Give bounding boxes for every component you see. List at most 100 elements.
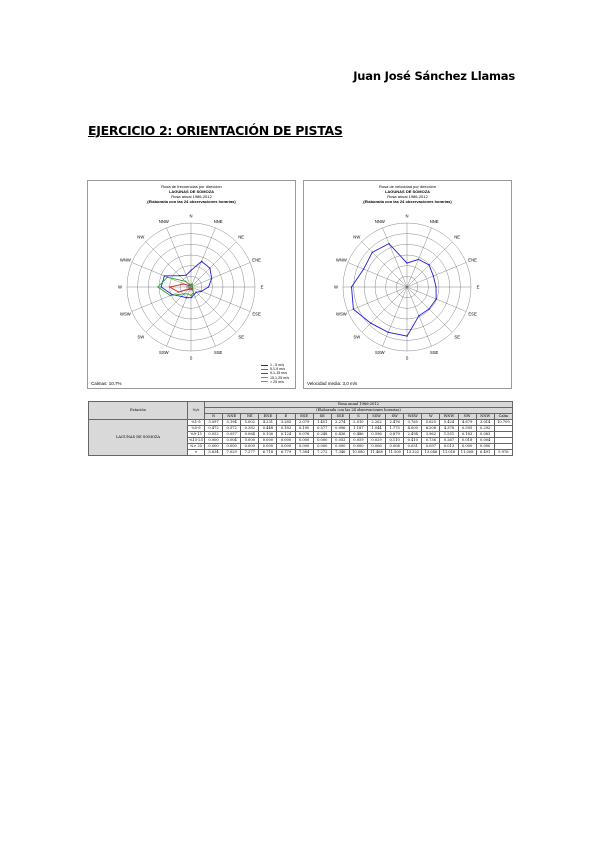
station-name: LAGUNAS DE SOMOZA	[88, 419, 188, 456]
grid-spoke	[406, 286, 453, 333]
grid-spoke	[190, 286, 251, 312]
direction-label: NNE	[214, 219, 223, 224]
direction-label: WSW	[336, 312, 347, 317]
grid-spoke	[382, 286, 408, 347]
data-point	[190, 294, 192, 297]
station-header: Estación	[88, 401, 188, 420]
data-point	[188, 287, 190, 289]
legend-item: 1 - 5 m/s	[261, 363, 289, 367]
data-point	[177, 291, 180, 293]
grid-spoke	[166, 227, 192, 288]
data-point	[200, 260, 203, 263]
direction-label: S	[190, 356, 193, 361]
data-point	[189, 288, 191, 290]
data-point	[388, 242, 390, 245]
grid-spoke	[190, 262, 251, 288]
data-point	[166, 276, 169, 278]
table-cell: 10.080	[348, 449, 368, 456]
chart1-legend: 1 - 5 m/s 5,1-9 m/s 9,1-15 m/s 15,1-25 m…	[261, 363, 289, 384]
grid-spoke	[145, 241, 192, 288]
direction-label: NE	[238, 234, 244, 239]
data-point	[428, 308, 430, 310]
chart2-title-line-2: LAGUNAS DE SOMOZA	[384, 189, 431, 194]
table-cell: 7.277	[240, 449, 260, 456]
speed-rose-chart: N NNE NE ENE E ESE SE SSE S SSW SW WSW W WNW NW NNW	[334, 214, 480, 361]
grid-spoke	[145, 286, 192, 333]
table-cell: 11.008	[457, 449, 477, 456]
direction-label: NNW	[159, 219, 169, 224]
table-cell: 5.634	[203, 449, 224, 456]
data-point	[184, 280, 187, 283]
data-point	[185, 274, 187, 276]
data-point	[432, 275, 435, 277]
data-point	[193, 293, 195, 296]
direction-label: SSW	[159, 350, 169, 355]
series-line	[351, 243, 437, 337]
data-point	[435, 298, 437, 300]
data-point	[188, 288, 190, 290]
data-point	[195, 291, 197, 293]
grid-spoke	[131, 262, 192, 288]
chart1-footer: Calmas: 10.7%	[91, 381, 122, 386]
author-name: Juan José Sánchez Llamas	[353, 69, 515, 83]
direction-label: SW	[137, 335, 144, 340]
table-cell: 7.029	[222, 449, 242, 456]
data-point	[418, 315, 420, 317]
direction-label: W	[118, 285, 122, 290]
table-cell: 6.718	[258, 449, 278, 456]
data-point	[169, 294, 172, 297]
direction-label: ENE	[252, 257, 261, 262]
legend-item: > 25 m/s	[261, 380, 289, 384]
legend-label: 1 - 5 m/s	[270, 362, 284, 367]
data-point	[190, 286, 192, 288]
legend-label: 15,1-25 m/s	[270, 375, 289, 380]
direction-label: SE	[454, 335, 460, 340]
direction-label: S	[406, 356, 409, 361]
grid-spoke	[382, 227, 408, 288]
data-point	[160, 286, 162, 288]
grid-spoke	[190, 227, 216, 288]
data-point	[350, 286, 353, 288]
grid-spoke	[361, 286, 408, 333]
direction-label: NE	[454, 234, 460, 239]
chart1-title-line-3: Rosa anual 1986-2012	[171, 194, 212, 199]
direction-label: W	[334, 285, 338, 290]
table-cell: 11.500	[385, 449, 405, 456]
data-point	[186, 286, 188, 288]
data-point	[435, 286, 437, 288]
legend-label: 5,1-9 m/s	[270, 367, 285, 372]
direction-label: N	[189, 214, 192, 219]
chart1-title-line-1: Rosa de frecuencias por dirección	[161, 184, 222, 189]
direction-label: WSW	[120, 312, 131, 317]
chart2-footer: Velocidad media: 3,0 m/s	[307, 381, 358, 386]
data-point	[406, 262, 408, 264]
data-point	[370, 322, 372, 324]
data-point	[190, 269, 192, 272]
data-point	[387, 331, 389, 334]
data-point	[187, 293, 189, 295]
row-label: v	[187, 449, 205, 456]
grid-spoke	[347, 262, 408, 288]
direction-label: E	[477, 285, 480, 290]
direction-label: NW	[137, 234, 144, 239]
table-cell: 6.779	[276, 449, 296, 456]
data-point	[168, 286, 171, 288]
table-cell: 11.016	[439, 449, 459, 456]
table-cell: 13.322	[403, 449, 423, 456]
grid-spoke	[406, 286, 432, 347]
column-header-row: N NNE NE ENE E ESE SE SSE S SSW SW WSW W WNW NW NNW Calm	[89, 413, 514, 420]
data-point	[163, 275, 166, 277]
direction-label: SE	[238, 335, 244, 340]
direction-label: SSW	[375, 350, 385, 355]
frequency-rose-chart: N NNE NE ENE E ESE SE SSE S SSW SW WSW W WNW NW NNW	[118, 214, 264, 361]
chart2-title-line-4: (Elaborada con las 24 observaciones hora…	[363, 199, 452, 204]
grid-spoke	[190, 241, 237, 288]
grid-spoke	[361, 241, 408, 288]
data-point	[352, 308, 355, 310]
grid-spoke	[190, 286, 237, 333]
grid-spoke	[406, 241, 453, 288]
chart2-title-line-1: Rosa de velocidad por dirección	[379, 184, 436, 189]
table-cell: 6.491	[475, 449, 495, 456]
data-point	[210, 277, 213, 280]
grid-spoke	[406, 262, 467, 288]
